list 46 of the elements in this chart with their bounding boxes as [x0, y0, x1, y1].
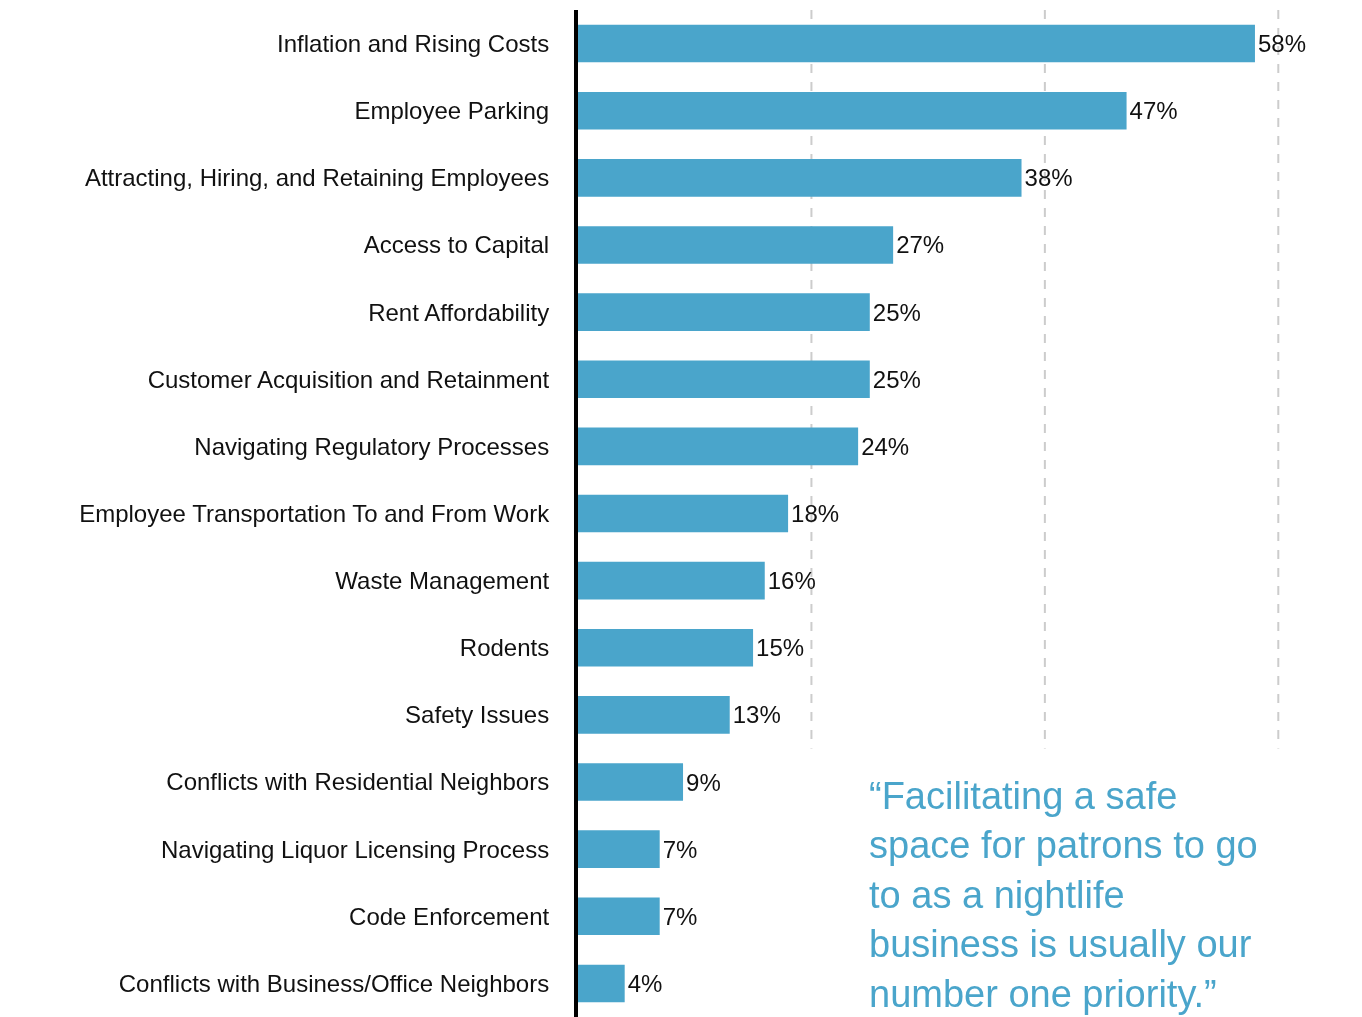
bar [578, 897, 660, 936]
data-label: 25% [872, 298, 921, 326]
data-label: 24% [861, 432, 910, 460]
y-tick-label: Navigating Liquor Licensing Process [160, 835, 550, 863]
y-tick-label: Inflation and Rising Costs [277, 29, 550, 57]
y-tick-label: Conflicts with Business/Office Neighbors [118, 969, 550, 997]
annotation: “Facilitating a safe space for patrons to go to as a nightlife business is usually our number one priority.” [869, 775, 1258, 1015]
bar [578, 360, 870, 399]
y-tick-label: Code Enforcement [349, 902, 550, 930]
data-label: 16% [767, 567, 816, 595]
data-label: 4% [627, 969, 663, 997]
bar [578, 293, 870, 331]
y-tick-label: Conflicts with Residential Neighbors [166, 768, 550, 796]
data-label: 9% [686, 768, 721, 796]
data-label: 27% [896, 231, 945, 259]
y-tick-label: Attracting, Hiring, and Retaining Employees [84, 164, 550, 192]
data-label: 7% [662, 902, 698, 930]
y-tick-label: Rodents [459, 634, 550, 662]
data-label: 18% [791, 500, 840, 527]
data-label: 7% [662, 835, 698, 863]
bar [578, 427, 859, 466]
bar [578, 830, 660, 868]
bar [578, 494, 789, 533]
data-label: 38% [1024, 164, 1073, 192]
data-label: 47% [1129, 97, 1178, 125]
bar [578, 24, 1255, 63]
y-tick-label: Employee Parking [354, 97, 550, 125]
data-label: 15% [756, 634, 805, 662]
bar [578, 159, 1022, 197]
y-tick-label: Waste Management [335, 567, 550, 595]
data-label: 58% [1257, 30, 1307, 58]
bar [578, 561, 765, 600]
y-tick-label: Rent Affordability [368, 298, 550, 326]
bar [578, 91, 1127, 130]
bar [578, 628, 754, 667]
y-tick-label: Customer Acquisition and Retainment [147, 365, 550, 393]
y-tick-label: Access to Capital [363, 231, 550, 259]
bar [578, 696, 730, 734]
y-tick-label: Employee Transportation To and From Work [79, 499, 551, 527]
data-label: 13% [732, 701, 781, 729]
y-tick-label: Safety Issues [405, 701, 550, 729]
y-tick-label: Navigating Regulatory Processes [194, 432, 550, 460]
bar [578, 763, 684, 801]
bar [578, 226, 894, 264]
bar [578, 964, 625, 1003]
data-label: 25% [872, 365, 921, 393]
